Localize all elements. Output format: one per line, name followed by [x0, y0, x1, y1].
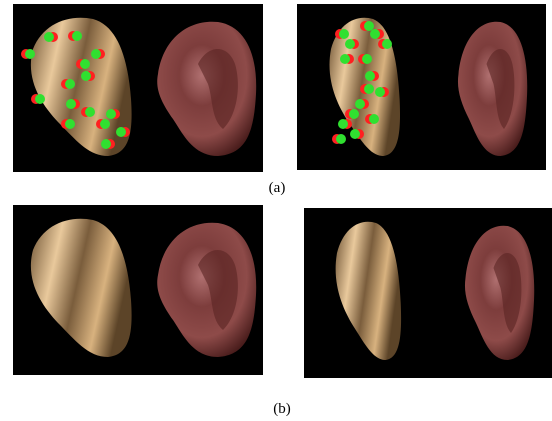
- panel-a-right: [297, 4, 546, 170]
- landmark-dot: [72, 31, 82, 41]
- landmark-dot: [382, 39, 392, 49]
- landmark-dot: [355, 99, 365, 109]
- caption: (b): [273, 401, 291, 417]
- landmark-dot: [106, 109, 116, 119]
- landmark-dot: [364, 84, 374, 94]
- landmark-dot: [66, 99, 76, 109]
- caption: (a): [269, 180, 286, 196]
- landmark-dot: [339, 29, 349, 39]
- panel-a-left: [13, 4, 263, 172]
- landmark-dot: [116, 127, 126, 137]
- landmark-dot: [65, 79, 75, 89]
- landmark-dot: [91, 49, 101, 59]
- panel-b-right: [304, 208, 552, 378]
- landmark-dot: [375, 87, 385, 97]
- landmark-dot: [336, 134, 346, 144]
- landmark-dot: [81, 71, 91, 81]
- landmark-dot: [100, 119, 110, 129]
- landmark-dot: [338, 119, 348, 129]
- landmark-dot: [85, 107, 95, 117]
- panel-b-left: [13, 205, 263, 375]
- landmark-dot: [350, 129, 360, 139]
- landmark-dot: [362, 54, 372, 64]
- landmark-dot: [80, 59, 90, 69]
- landmark-dot: [35, 94, 45, 104]
- landmark-dot: [44, 32, 54, 42]
- figure: (a) (b): [0, 0, 552, 421]
- landmark-dot: [365, 71, 375, 81]
- landmark-dot: [101, 139, 111, 149]
- landmark-dot: [65, 119, 75, 129]
- landmark-dot: [340, 54, 350, 64]
- landmark-dot: [349, 109, 359, 119]
- landmark-dot: [370, 29, 380, 39]
- landmark-dot: [369, 114, 379, 124]
- landmark-dot: [25, 49, 35, 59]
- landmark-dot: [364, 21, 374, 31]
- landmark-dot: [345, 39, 355, 49]
- page: (a) (b) (() => { const data = JSON.parse…: [0, 0, 552, 421]
